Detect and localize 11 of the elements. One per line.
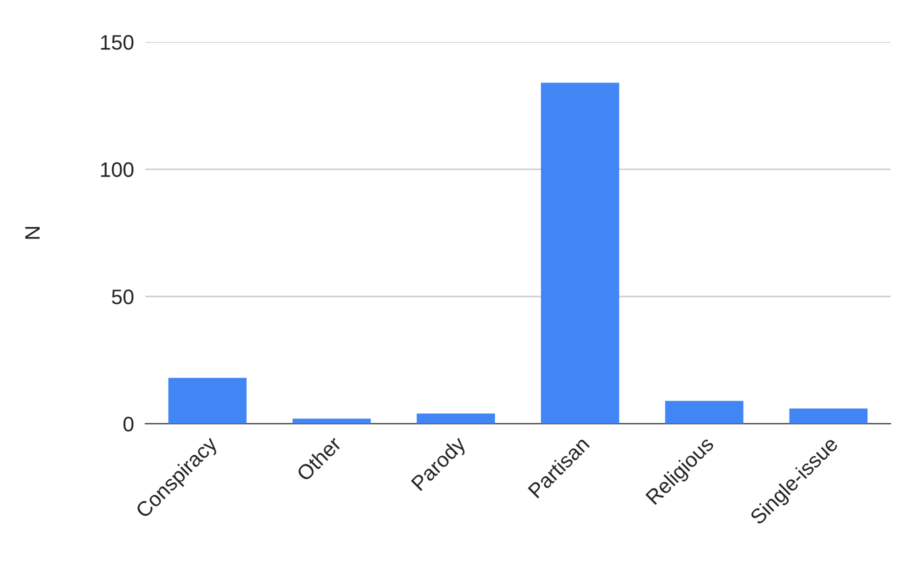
y-axis-title: N (25, 227, 40, 239)
bar (789, 408, 868, 424)
bar (292, 418, 371, 424)
y-tick-label: 0 (123, 416, 134, 432)
bar (168, 378, 247, 424)
y-tick-label: 100 (101, 162, 134, 178)
bar (540, 82, 620, 424)
bar (665, 400, 744, 424)
y-tick-label: 150 (101, 35, 134, 50)
bar (416, 414, 495, 424)
y-tick-label: 50 (112, 289, 134, 304)
